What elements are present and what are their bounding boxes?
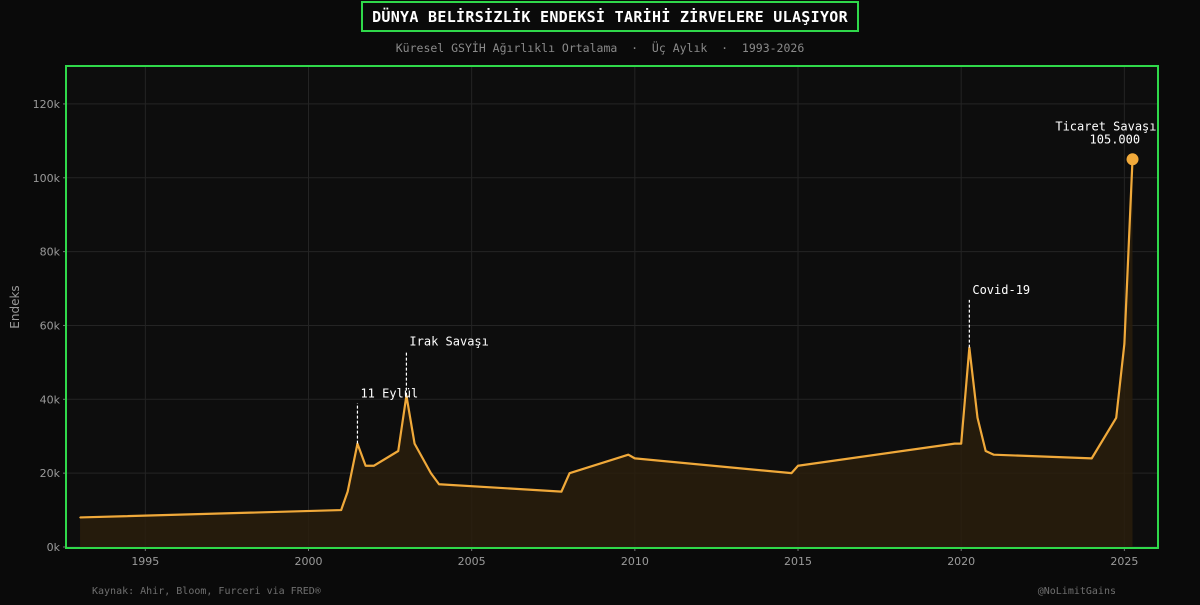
series-point	[568, 472, 571, 474]
series-point	[984, 450, 987, 452]
y-tick-label: 40k	[40, 393, 61, 406]
series-point	[976, 416, 979, 419]
series-point	[79, 516, 81, 519]
peak-label: Ticaret Savaşı	[1055, 119, 1156, 133]
series-point	[797, 464, 799, 467]
series-point	[560, 490, 563, 493]
plot-frame	[65, 65, 1159, 549]
x-tick-label: 2020	[947, 555, 975, 568]
series-point	[340, 509, 342, 511]
series-area	[80, 159, 1133, 547]
series-point	[1115, 416, 1118, 419]
series-point	[430, 472, 432, 474]
x-tick-label: 2005	[458, 555, 486, 568]
series-point	[790, 472, 793, 474]
y-tick-label: 80k	[40, 246, 61, 259]
series-point	[953, 442, 956, 445]
series-point	[1090, 457, 1093, 460]
chart-subtitle: Küresel GSYİH Ağırlıklı Ortalama · Üç Ay…	[395, 41, 805, 55]
annotation-label: Covid-19	[972, 283, 1030, 297]
y-tick-label: 120k	[33, 98, 61, 111]
annotation-label: 11 Eylül	[360, 386, 418, 400]
series-point	[372, 464, 375, 467]
y-tick-label: 60k	[40, 319, 61, 332]
watermark: @NoLimitGains	[1037, 586, 1116, 597]
series-point	[346, 490, 349, 493]
series-point	[993, 453, 995, 456]
chart-title: DÜNYA BELİRSİZLİK ENDEKSİ TARİHİ ZİRVELE…	[361, 1, 859, 32]
x-tick-label: 2010	[621, 555, 649, 568]
y-tick-label: 20k	[40, 467, 61, 480]
y-tick-label: 100k	[33, 172, 61, 185]
series-point	[1123, 343, 1126, 345]
series-point	[627, 453, 630, 456]
x-tick-label: 2025	[1110, 555, 1138, 568]
peak-value-label: 105.000	[1090, 132, 1141, 146]
series-point	[960, 442, 962, 445]
series-point	[438, 483, 440, 486]
series-point	[634, 457, 636, 460]
source-note: Kaynak: Ahir, Bloom, Furceri via FRED®	[92, 586, 321, 597]
series-point	[364, 464, 367, 467]
x-tick-label: 1995	[131, 555, 159, 568]
series-point	[397, 450, 400, 452]
series-point	[413, 442, 416, 445]
annotation-label: Irak Savaşı	[409, 335, 488, 349]
peak-marker	[1126, 153, 1139, 166]
x-tick-label: 2015	[784, 555, 812, 568]
y-tick-label: 0k	[47, 541, 61, 554]
x-tick-label: 2000	[294, 555, 322, 568]
